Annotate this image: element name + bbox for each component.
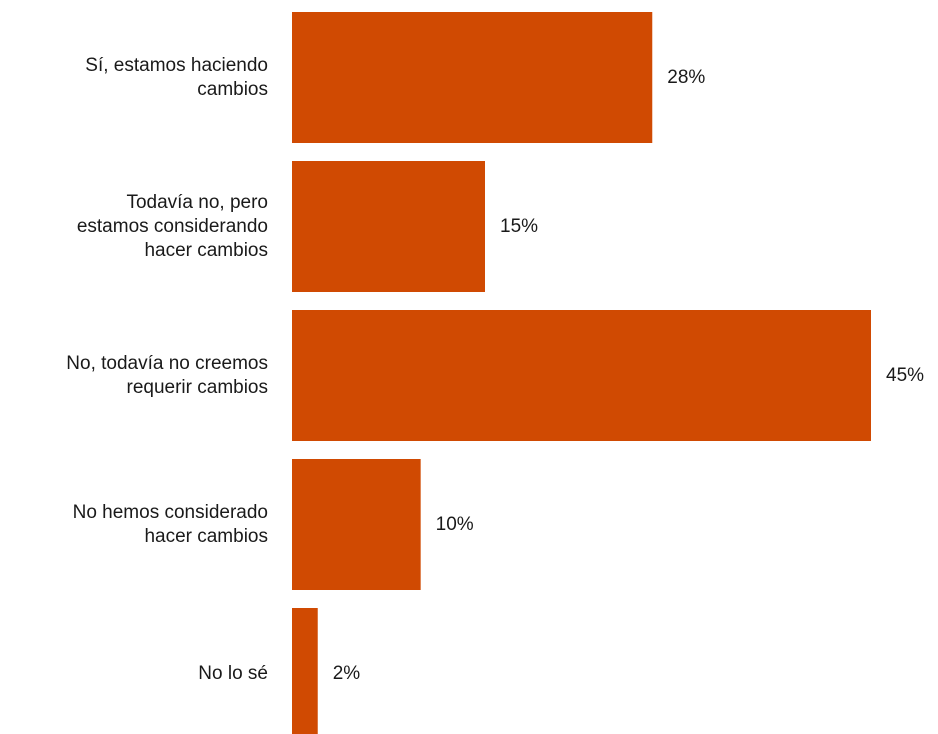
bar-0 (292, 12, 653, 143)
category-label-2-line-0: No, todavía no creemos (66, 353, 268, 374)
category-label-1: Todavía no, pero estamos considerando hace… (77, 192, 268, 261)
value-label-4: 2% (333, 663, 361, 684)
bar-1 (292, 161, 485, 292)
bar-3 (292, 459, 421, 590)
category-label-3: No hemos considerado hacer cambios (73, 502, 268, 547)
category-label-4-line-0: No lo sé (198, 663, 268, 684)
category-label-3-line-1: hacer cambios (144, 526, 268, 547)
value-label-2: 45% (886, 365, 924, 386)
category-label-0: Sí, estamos haciendo cambios (85, 55, 268, 100)
value-label-1: 15% (500, 216, 538, 237)
value-labels-group: 28% 15% 45% 10% 2% (333, 67, 924, 684)
category-labels-group: Sí, estamos haciendo cambios Todavía no, p… (66, 55, 268, 684)
category-label-0-line-0: Sí, estamos haciendo (85, 55, 268, 76)
bars-group (292, 12, 871, 734)
category-label-1-line-0: Todavía no, pero (126, 192, 268, 213)
category-label-2-line-1: requerir cambios (127, 377, 269, 398)
category-label-4: No lo sé (198, 663, 268, 684)
value-label-3: 10% (436, 514, 474, 535)
category-label-2: No, todavía no creemos requerir cambios (66, 353, 268, 398)
category-label-0-line-1: cambios (197, 79, 268, 100)
bar-4 (292, 608, 318, 734)
value-label-0: 28% (667, 67, 705, 88)
category-label-3-line-0: No hemos considerado (73, 502, 268, 523)
bar-2 (292, 310, 871, 441)
category-label-1-line-2: hacer cambios (144, 240, 268, 261)
category-label-1-line-1: estamos considerando (77, 216, 268, 237)
